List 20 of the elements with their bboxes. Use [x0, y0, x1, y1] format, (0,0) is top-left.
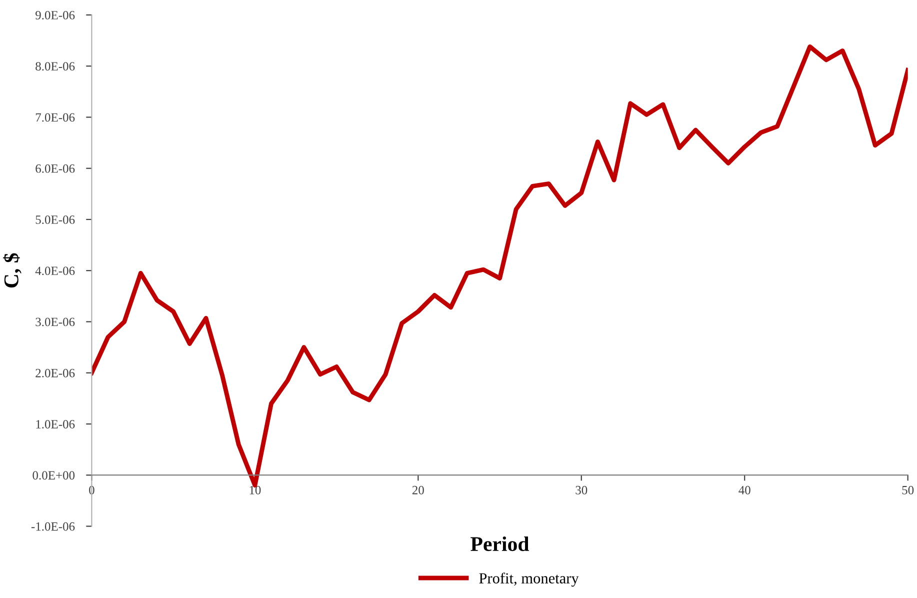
y-tick-label: 4.0E-06: [35, 266, 75, 276]
legend-label: Profit, monetary: [479, 572, 579, 587]
y-tick-label: 1.0E-06: [36, 420, 75, 428]
x-tick-label: 10: [250, 486, 261, 494]
y-tick-label: 8.0E-06: [36, 62, 75, 71]
y-tick-label: 3.0E-06: [36, 318, 75, 326]
y-tick-label: 6.0E-06: [36, 164, 75, 173]
x-tick-label: 20: [412, 486, 424, 494]
y-tick-label: -1.0E-06: [31, 522, 75, 531]
y-tick-label: 7.0E-06: [36, 113, 75, 122]
x-tick-label: 40: [738, 486, 750, 494]
x-tick-label: 0: [89, 486, 94, 494]
x-tick-label: 30: [576, 486, 588, 494]
x-axis-title: Period: [470, 536, 530, 552]
x-tick-label: 50: [902, 486, 914, 494]
y-tick-label: 5.0E-06: [36, 215, 75, 224]
y-tick-label: 9.0E-06: [36, 10, 75, 20]
y-axis-title: C, $: [3, 253, 22, 288]
y-tick-label: 2.0E-06: [36, 368, 75, 378]
y-tick-label: 0.0E+00: [32, 471, 75, 480]
